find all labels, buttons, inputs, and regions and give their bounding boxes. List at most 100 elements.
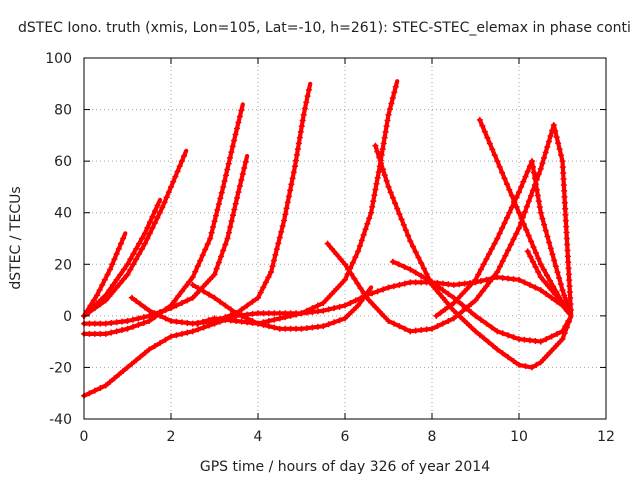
data-point-marker (565, 308, 572, 315)
data-point-marker (499, 330, 506, 337)
data-point-marker (265, 318, 272, 325)
data-point-marker (225, 160, 232, 167)
data-point-marker (434, 323, 441, 330)
data-point-marker (439, 287, 446, 294)
data-point-marker (216, 298, 223, 305)
data-point-marker (186, 278, 193, 285)
data-point-marker (333, 250, 340, 257)
data-point-marker (491, 152, 498, 159)
data-point-marker (207, 276, 214, 283)
data-point-marker (275, 240, 282, 247)
data-point-marker (459, 308, 466, 315)
data-point-marker (133, 256, 140, 263)
data-point-marker (486, 140, 493, 147)
data-point-marker (342, 302, 348, 309)
data-point-marker (472, 328, 479, 335)
data-point-marker (195, 285, 202, 292)
data-point-marker (563, 229, 570, 236)
data-point-marker (189, 328, 196, 335)
data-point-marker (271, 310, 278, 317)
data-point-marker (293, 325, 300, 332)
data-point-marker (378, 160, 385, 167)
data-point-marker (530, 244, 537, 251)
data-point-marker (117, 271, 124, 278)
data-point-marker (483, 320, 490, 327)
data-point-marker (328, 290, 335, 297)
data-point-marker (543, 290, 550, 297)
data-point-marker (472, 297, 479, 304)
data-point-marker (94, 292, 101, 299)
data-point-marker (553, 134, 560, 141)
data-point-marker (389, 194, 396, 201)
data-point-marker (375, 169, 382, 176)
data-point-marker (86, 320, 93, 327)
data-point-marker (165, 189, 172, 196)
data-point-marker (238, 318, 245, 325)
data-point-marker (235, 189, 242, 196)
data-point-marker (374, 174, 381, 181)
data-point-marker (552, 263, 559, 270)
data-point-marker (555, 140, 562, 147)
data-point-marker (97, 330, 104, 337)
data-point-marker (115, 371, 122, 378)
y-tick-label: 0 (63, 309, 72, 325)
data-point-marker (290, 169, 297, 176)
data-point-marker (562, 217, 569, 224)
data-point-marker (357, 285, 364, 292)
x-tick-label: 6 (341, 429, 350, 445)
data-point-marker (282, 325, 289, 332)
data-point-marker (265, 323, 272, 330)
data-point-marker (195, 326, 202, 333)
data-point-marker (489, 146, 496, 153)
data-point-marker (522, 363, 529, 370)
data-point-marker (547, 277, 554, 284)
data-point-marker (152, 207, 159, 214)
data-point-marker (518, 183, 525, 190)
data-point-marker (529, 258, 536, 265)
data-point-marker (540, 266, 547, 273)
data-point-marker (176, 163, 183, 170)
data-point-marker (530, 169, 537, 176)
x-tick-label: 4 (254, 429, 263, 445)
data-point-marker (476, 292, 483, 299)
data-point-marker (381, 172, 388, 179)
data-point-marker (537, 338, 544, 345)
data-point-marker (287, 325, 294, 332)
data-point-marker (156, 209, 163, 216)
data-point-marker (499, 258, 506, 265)
data-point-marker (159, 204, 166, 211)
data-point-marker (299, 117, 306, 124)
data-point-marker (102, 320, 109, 327)
data-point-marker (561, 193, 568, 200)
data-point-marker (485, 339, 492, 346)
data-point-marker (546, 239, 553, 246)
data-point-marker (510, 357, 517, 364)
data-point-marker (298, 123, 305, 130)
data-point-marker (468, 309, 475, 316)
data-point-marker (418, 327, 425, 334)
data-point-marker (178, 158, 185, 165)
data-point-marker (303, 309, 310, 316)
data-point-marker (494, 235, 501, 242)
data-point-marker (516, 361, 522, 368)
data-point-marker (363, 294, 370, 301)
series-line (373, 143, 574, 370)
data-point-marker (358, 237, 365, 244)
data-point-marker (220, 247, 227, 254)
data-point-marker (157, 312, 164, 319)
data-point-marker (501, 220, 508, 227)
data-point-marker (477, 316, 484, 323)
data-point-marker (433, 312, 440, 319)
data-point-marker (207, 235, 214, 242)
data-point-marker (562, 323, 569, 330)
data-point-marker (108, 319, 115, 326)
data-point-marker (523, 226, 530, 233)
data-point-marker (505, 247, 512, 254)
data-point-marker (360, 290, 367, 297)
data-point-marker (374, 288, 381, 295)
data-point-marker (376, 154, 383, 161)
data-point-marker (385, 284, 392, 291)
data-point-marker (381, 134, 388, 141)
data-point-marker (151, 220, 158, 227)
